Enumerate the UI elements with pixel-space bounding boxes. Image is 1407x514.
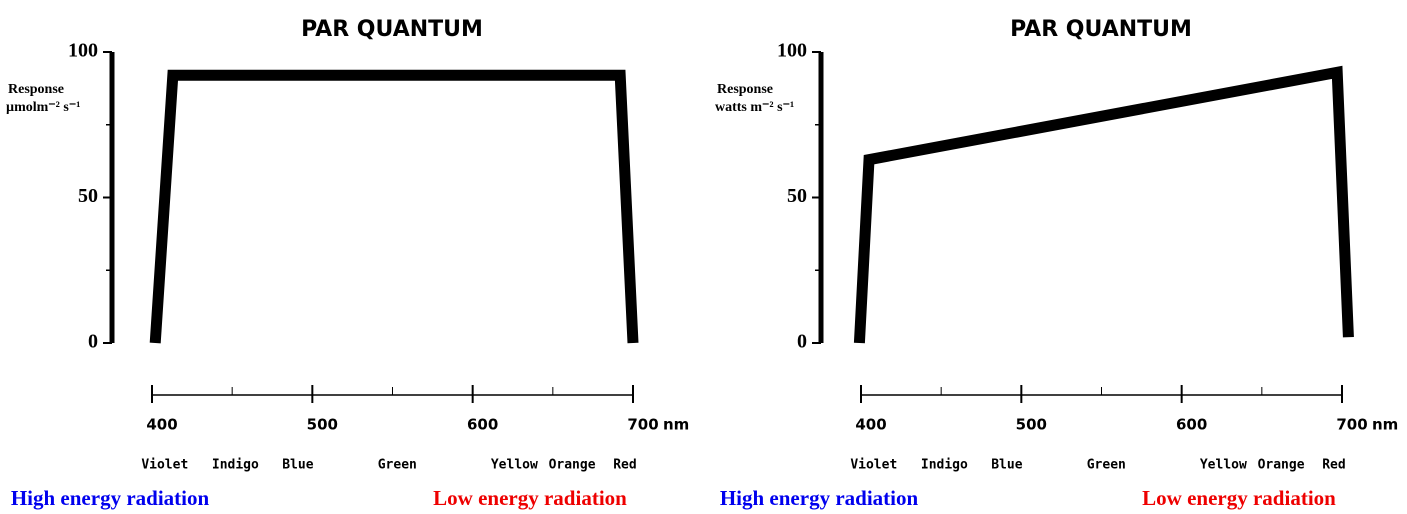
x-tick-label: 700 [627,416,658,434]
y-tick-label: 0 [797,331,807,353]
spectrum-label: Orange [549,458,596,473]
y-axis-unit: µmolm⁻² s⁻¹ [6,100,80,115]
annotation: High energy radiation [11,486,210,510]
y-axis-unit: watts m⁻² s⁻¹ [715,100,794,115]
y-axis-label: Response [717,82,773,97]
x-tick-label: 600 [1176,416,1207,434]
spectrum-label: Green [378,458,417,473]
annotation: Low energy radiation [433,486,627,510]
x-tick-label: 600 [467,416,498,434]
line [149,69,639,344]
y-tick-label: 100 [68,40,98,62]
spectrum-label: Yellow [491,458,538,473]
y-tick-label: 100 [777,40,807,62]
spectrum-label: Violet [141,458,188,473]
spectrum-label: Red [613,458,636,473]
x-tick-label: 400 [146,416,177,434]
annotation: High energy radiation [720,486,919,510]
spectrum-label: Yellow [1200,458,1247,473]
spectrum-label: Violet [850,458,897,473]
chart-title: PAR QUANTUM [1010,17,1192,42]
y-tick-label: 0 [88,331,98,353]
y-tick-label: 50 [787,185,807,207]
x-tick-label: 400 [855,416,886,434]
spectrum-label: Green [1087,458,1126,473]
y-tick-label: 50 [78,185,98,207]
spectrum-label: Blue [282,458,313,473]
annotation: Low energy radiation [1142,486,1336,510]
x-tick-label: 700 [1336,416,1367,434]
x-axis-label: nm [663,416,689,434]
line [853,65,1354,344]
spectrum-label: Red [1322,458,1345,473]
x-axis-label: nm [1372,416,1398,434]
spectrum-label: Indigo [212,458,259,473]
x-tick-label: 500 [307,416,338,434]
y-axis-label: Response [8,82,64,97]
x-tick-label: 500 [1016,416,1047,434]
chart-title: PAR QUANTUM [301,17,483,42]
spectrum-label: Blue [991,458,1022,473]
spectrum-label: Orange [1258,458,1305,473]
spectrum-label: Indigo [921,458,968,473]
